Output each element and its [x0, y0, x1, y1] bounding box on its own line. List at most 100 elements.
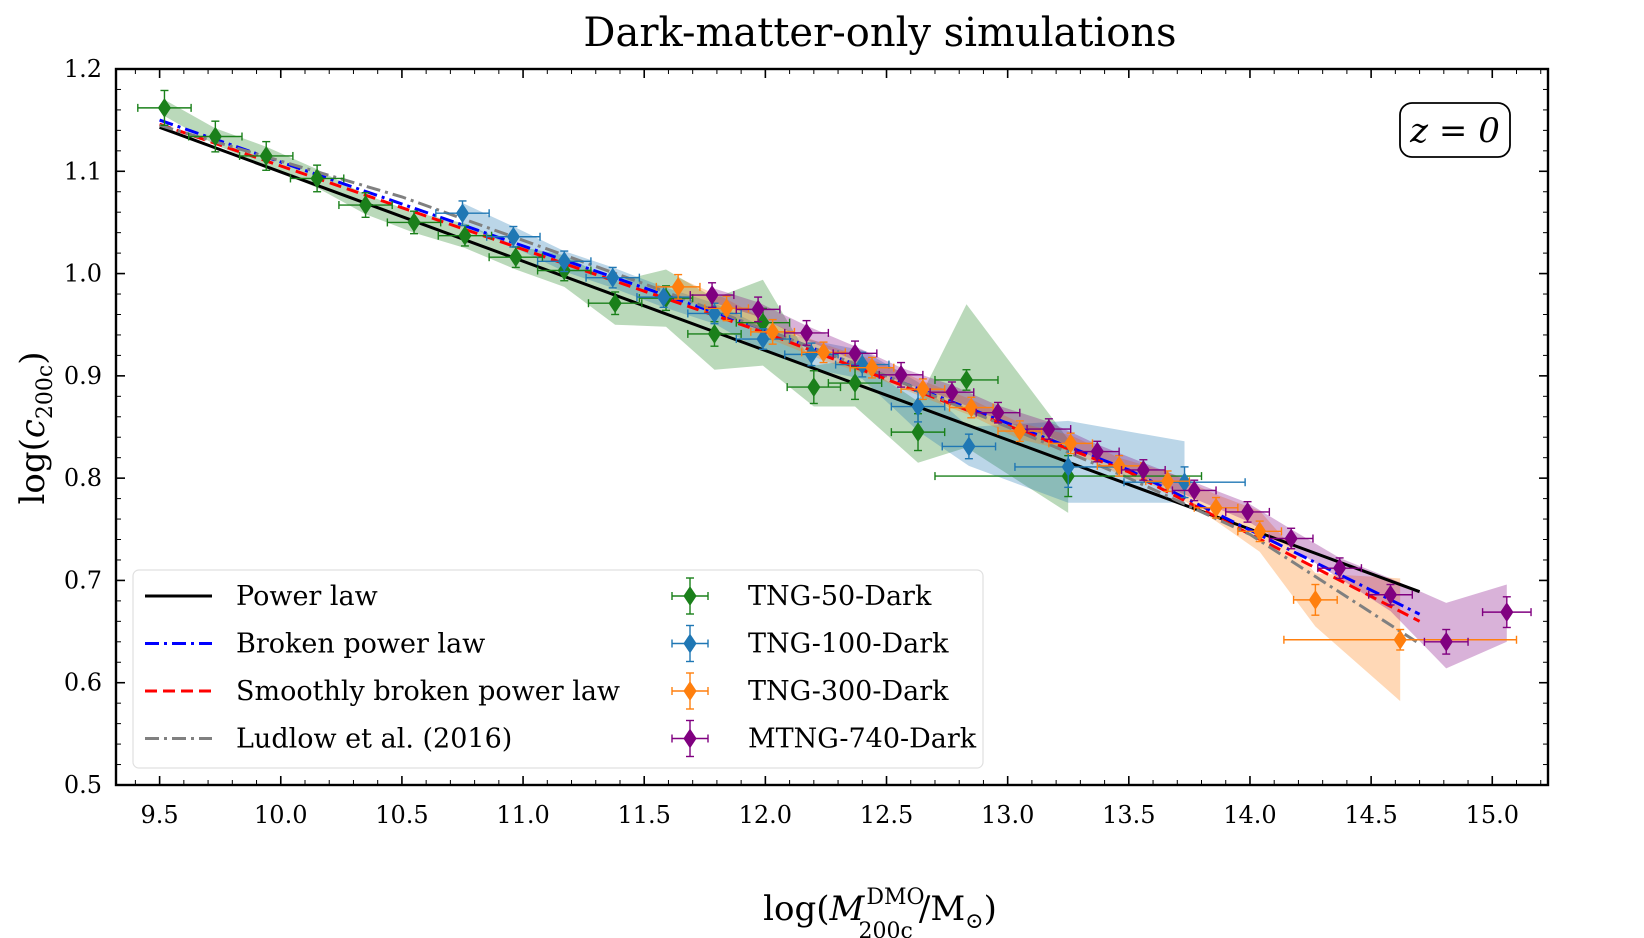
data-point-1-8: [834, 351, 890, 378]
data-point-2-3: [801, 341, 847, 364]
chart-title: Dark-matter-only simulations: [583, 10, 1176, 56]
data-point-3-14: [1367, 583, 1414, 606]
y-tick-label: 1.0: [64, 260, 102, 288]
diamond-marker: [1439, 631, 1453, 652]
data-point-3-5: [929, 381, 975, 404]
legend-diamond: [683, 728, 697, 749]
data-point-2-8: [1048, 432, 1094, 455]
y-tick-label: 1.1: [64, 157, 102, 185]
legend-series-label-3: MTNG-740-Dark: [748, 724, 977, 755]
data-point-1-7: [784, 342, 839, 367]
data-point-3-4: [878, 361, 924, 388]
data-point-3-11: [1225, 500, 1271, 523]
data-point-0-11: [687, 320, 742, 347]
data-point-0-13: [786, 370, 842, 405]
data-point-1-10: [941, 433, 997, 460]
data-point-2-4: [849, 356, 895, 379]
y-tick-label: 1.2: [64, 55, 102, 83]
legend-marker-1: [671, 624, 709, 663]
redshift-annotation-box: [1399, 102, 1511, 158]
x-tick-label: 14.0: [1223, 801, 1276, 829]
data-point-3-15: [1423, 628, 1469, 655]
legend-series-label-0: TNG-50-Dark: [748, 581, 932, 612]
diamond-marker: [1013, 421, 1027, 441]
data-point-3-1: [735, 296, 781, 323]
series-2: [655, 273, 1518, 651]
diamond-marker: [865, 357, 879, 378]
diamond-marker: [991, 402, 1005, 423]
diamond-marker: [1160, 471, 1175, 492]
legend-series-label-2: TNG-300-Dark: [748, 676, 949, 707]
diamond-marker: [407, 212, 421, 233]
data-point-0-15: [890, 413, 946, 452]
data-point-0-6: [437, 224, 493, 247]
legend-label-0: Power law: [236, 581, 378, 612]
diamond-marker: [804, 344, 819, 365]
data-point-3-3: [832, 340, 878, 367]
data-point-3-9: [1120, 459, 1166, 481]
legend-series-label-1: TNG-100-Dark: [748, 629, 949, 660]
diamond-marker: [705, 285, 719, 305]
series-3: [689, 282, 1532, 655]
diamond-marker: [719, 298, 734, 319]
x-axis-label-sun: ⊙: [965, 909, 983, 934]
data-point-2-13: [1292, 583, 1338, 616]
data-point-1-3: [585, 266, 641, 289]
diamond-marker: [945, 382, 959, 403]
x-axis-label-suffix: /M: [919, 889, 965, 929]
x-axis-label-sub: 200c: [859, 919, 913, 938]
data-point-2-0: [655, 273, 701, 300]
redshift-annotation-text: z = 0: [1409, 111, 1500, 151]
data-point-2-7: [997, 420, 1043, 443]
y-axis-label-close: ): [13, 352, 53, 365]
data-point-3-0: [689, 282, 735, 309]
diamond-marker: [1090, 441, 1104, 462]
diamond-marker: [671, 276, 685, 297]
x-axis-label-prefix: log(: [763, 889, 829, 929]
model-line-3: [159, 123, 1421, 646]
diamond-marker: [707, 324, 722, 344]
x-axis-label-close: ): [984, 889, 997, 929]
data-point-0-9: [587, 291, 643, 316]
x-tick-label: 15.0: [1466, 801, 1519, 829]
data-point-1-1: [486, 225, 541, 248]
y-axis-label: log(c200c): [13, 352, 58, 505]
diamond-marker: [1393, 629, 1407, 650]
y-tick-label: 0.5: [64, 771, 102, 799]
legend-diamond: [683, 681, 697, 701]
series-1: [435, 200, 1246, 499]
x-tick-label: 13.0: [981, 801, 1034, 829]
axes-frame: [114, 67, 1550, 787]
diamond-marker: [848, 343, 862, 364]
y-axis-label-prefix: log(: [13, 438, 53, 504]
diamond-marker: [911, 422, 925, 443]
legend: Power law Broken power law Smoothly broken…: [132, 569, 984, 769]
diamond-marker: [1209, 497, 1223, 518]
diamond-marker: [259, 146, 273, 166]
diamond-marker: [656, 287, 671, 307]
data-point-0-2: [238, 140, 294, 171]
diamond-marker: [1253, 521, 1267, 542]
legend-label-2: Smoothly broken power law: [236, 676, 620, 707]
diamond-marker: [766, 321, 780, 342]
diamond-marker: [756, 329, 770, 349]
data-point-0-0: [137, 89, 192, 126]
diamond-marker: [1284, 528, 1298, 549]
data-point-2-2: [750, 318, 796, 345]
diamond-marker: [911, 396, 925, 417]
plot-area: [137, 89, 1532, 702]
y-axis-label-sub: 200c: [33, 365, 58, 419]
x-tick-label: 13.5: [1102, 801, 1155, 829]
data-point-0-5: [386, 210, 442, 235]
diamond-marker: [1136, 460, 1150, 480]
series-0: [137, 89, 1203, 498]
y-axis-label-symbol: c: [13, 419, 53, 438]
diamond-marker: [608, 293, 622, 314]
diamond-marker: [894, 364, 908, 385]
data-point-0-16: [934, 369, 999, 391]
y-tick-label: 0.9: [64, 362, 102, 390]
data-point-0-3: [289, 164, 345, 193]
diamond-marker: [208, 126, 222, 147]
diamond-marker: [310, 168, 324, 189]
